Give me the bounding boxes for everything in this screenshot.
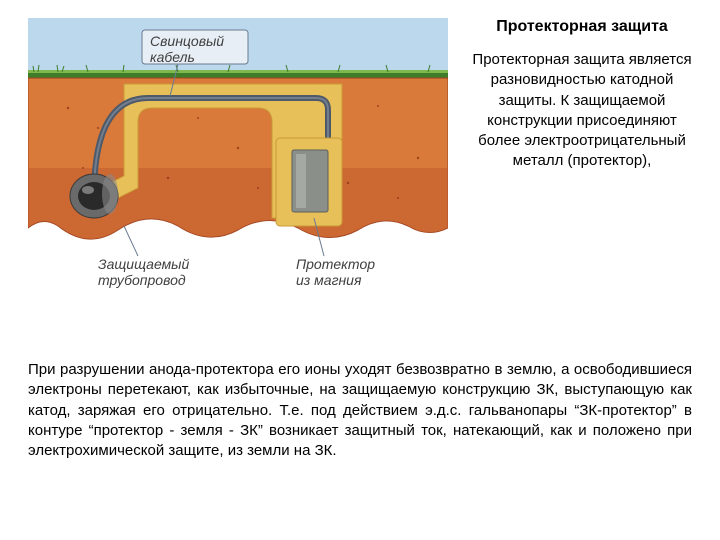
side-paragraph: Протекторная защита является разновиднос…: [468, 50, 696, 172]
label-cable: Свинцовыйкабель: [150, 33, 224, 65]
page-title: Протекторная защита: [468, 18, 696, 36]
protector-diagram: [28, 18, 448, 308]
bottom-paragraph: При разрушении анода-протектора его ионы…: [28, 360, 692, 461]
label-pipeline: Защищаемыйтрубопровод: [98, 256, 189, 288]
label-protector: Протекториз магния: [296, 256, 375, 288]
side-text-block: Протекторная защита Протекторная защита …: [468, 18, 696, 308]
diagram-container: Свинцовыйкабель Защищаемыйтрубопровод Пр…: [28, 18, 448, 308]
